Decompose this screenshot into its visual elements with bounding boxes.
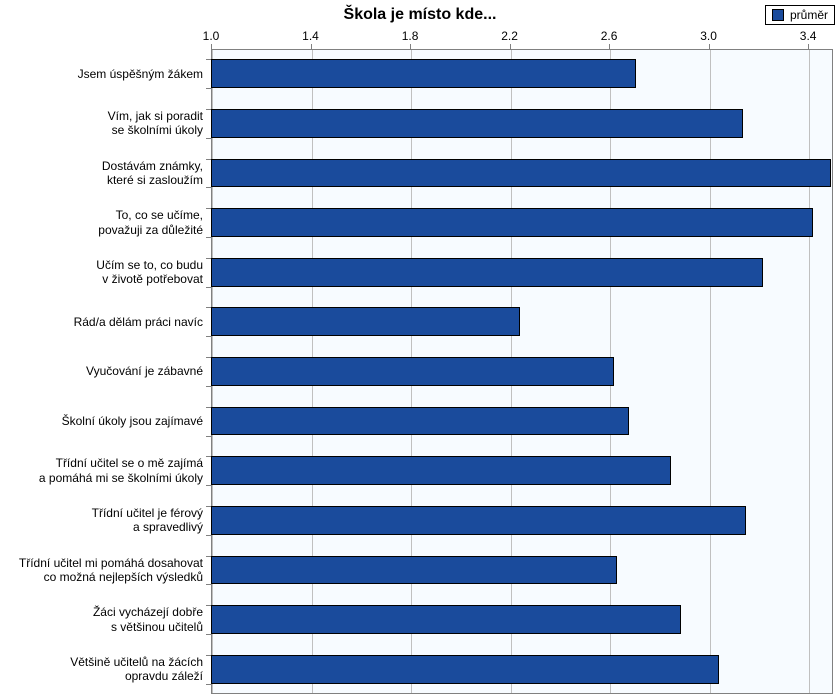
- y-tick: [206, 684, 211, 685]
- bar: [211, 208, 813, 237]
- y-tick: [206, 485, 211, 486]
- y-tick: [206, 634, 211, 635]
- x-tick: [709, 44, 710, 49]
- y-tick: [206, 88, 211, 89]
- bar: [211, 59, 636, 88]
- y-tick: [206, 535, 211, 536]
- y-tick: [206, 436, 211, 437]
- y-category-label: Vím, jak si poradit se školními úkoly: [108, 109, 203, 138]
- bar: [211, 456, 671, 485]
- bar: [211, 407, 629, 436]
- gridline: [809, 50, 810, 693]
- y-category-label: Rád/a dělám práci navíc: [74, 315, 203, 329]
- bar: [211, 258, 763, 287]
- x-tick: [410, 44, 411, 49]
- bar: [211, 307, 520, 336]
- y-category-label: Učím se to, co budu v životě potřebovat: [96, 258, 203, 287]
- y-tick: [206, 584, 211, 585]
- chart-title: Škola je místo kde...: [0, 6, 840, 24]
- y-tick: [206, 237, 211, 238]
- bar: [211, 605, 681, 634]
- gridline: [710, 50, 711, 693]
- y-category-label: Žáci vycházejí dobře s většinou učitelů: [93, 605, 203, 634]
- x-tick: [808, 44, 809, 49]
- bar: [211, 109, 743, 138]
- bar: [211, 655, 719, 684]
- x-tick-label: 3.0: [700, 29, 717, 43]
- x-tick: [510, 44, 511, 49]
- y-category-label: Dostávám známky, které si zasloužím: [102, 159, 203, 188]
- y-category-label: Třídní učitel mi pomáhá dosahovat co mož…: [19, 556, 203, 585]
- x-tick: [609, 44, 610, 49]
- x-tick-label: 1.8: [402, 29, 419, 43]
- x-tick-label: 1.0: [203, 29, 220, 43]
- y-category-label: Jsem úspěšným žákem: [78, 67, 203, 81]
- bar: [211, 556, 617, 585]
- y-category-label: To, co se učíme, považuji za důležité: [98, 208, 203, 237]
- y-tick: [206, 287, 211, 288]
- bar: [211, 357, 614, 386]
- x-tick: [311, 44, 312, 49]
- y-tick: [206, 138, 211, 139]
- x-tick-label: 2.2: [501, 29, 518, 43]
- bar: [211, 159, 831, 188]
- x-tick: [211, 44, 212, 49]
- x-tick-label: 2.6: [601, 29, 618, 43]
- legend-swatch: [772, 9, 784, 21]
- legend-label: průměr: [790, 8, 828, 22]
- y-category-label: Většině učitelů na žácích opravdu záleží: [70, 655, 203, 684]
- y-tick: [206, 187, 211, 188]
- legend: průměr: [765, 5, 835, 25]
- bar: [211, 506, 746, 535]
- y-category-label: Třídní učitel se o mě zajímá a pomáhá mi…: [39, 456, 203, 485]
- x-tick-label: 1.4: [302, 29, 319, 43]
- y-tick: [206, 336, 211, 337]
- x-tick-label: 3.4: [800, 29, 817, 43]
- y-category-label: Školní úkoly jsou zajímavé: [62, 414, 203, 428]
- y-category-label: Třídní učitel je férový a spravedlivý: [92, 506, 203, 535]
- y-category-label: Vyučování je zábavné: [86, 364, 203, 378]
- chart-container: Škola je místo kde... průměr 1.0 1.4 1.8 2.…: [0, 0, 840, 700]
- y-tick: [206, 386, 211, 387]
